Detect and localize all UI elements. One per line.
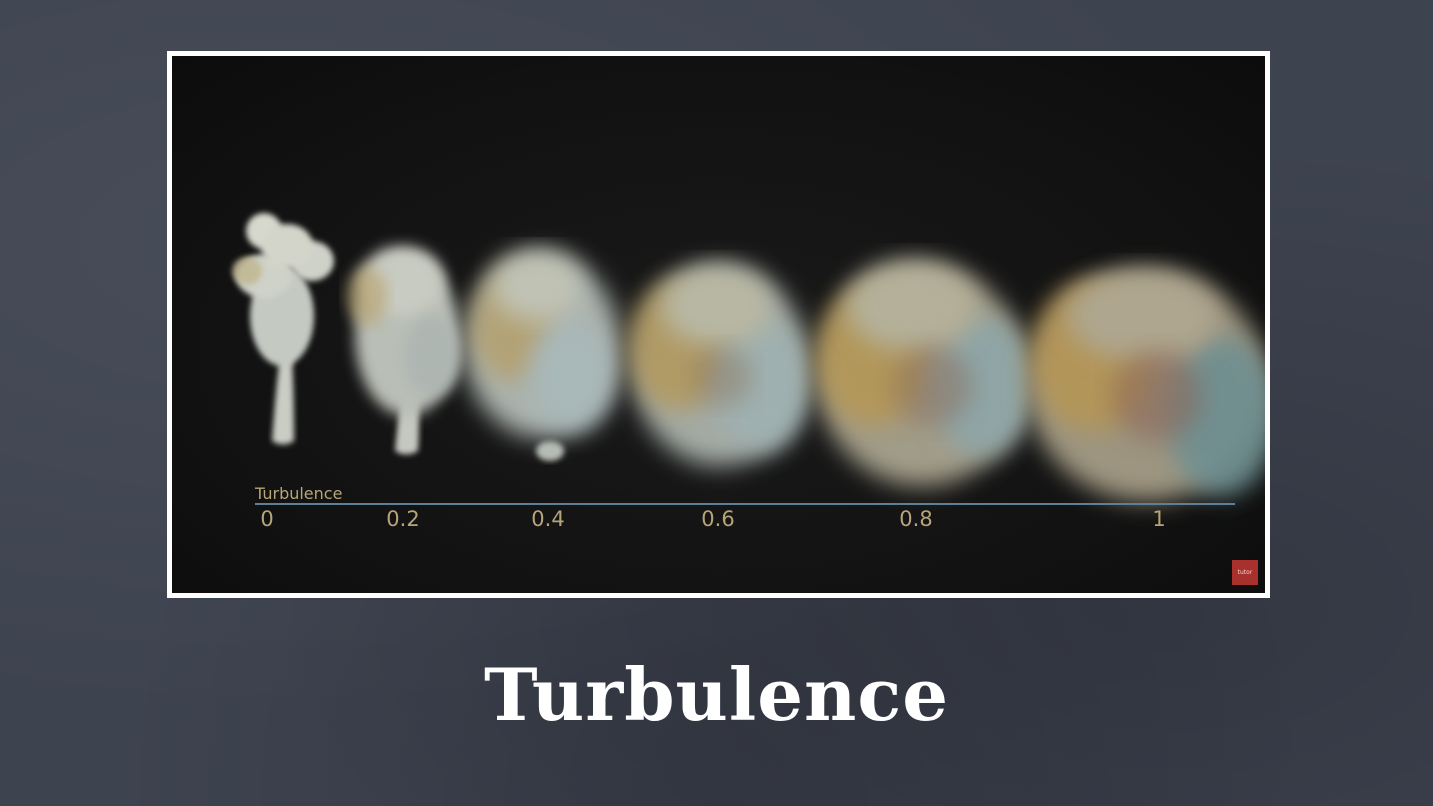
smoke-plume-0-8 <box>817 261 1032 486</box>
video-frame: Turbulence 0 0.2 0.4 0.6 0.8 1 tutor <box>167 51 1270 598</box>
smoke-plume-1 <box>1027 271 1265 501</box>
axis-line <box>255 503 1235 505</box>
smoke-simulations-image <box>232 213 1265 501</box>
smoke-plume-0-4 <box>464 251 620 461</box>
tutor-logo: tutor <box>1232 560 1258 585</box>
video-player[interactable]: Turbulence 0 0.2 0.4 0.6 0.8 1 tutor <box>172 56 1265 593</box>
slide-title: Turbulence <box>483 652 950 737</box>
tick-label: 0.6 <box>701 507 735 531</box>
tick-label: 1 <box>1152 507 1166 531</box>
tick-label: 0.4 <box>531 507 565 531</box>
tick-label: 0.8 <box>899 507 933 531</box>
smoke-plume-0-6 <box>629 266 808 466</box>
smoke-plume-0-2 <box>347 246 460 455</box>
axis-title: Turbulence <box>255 484 343 503</box>
tick-label: 0.2 <box>386 507 420 531</box>
tick-label: 0 <box>260 507 274 531</box>
smoke-plume-0 <box>232 213 334 445</box>
